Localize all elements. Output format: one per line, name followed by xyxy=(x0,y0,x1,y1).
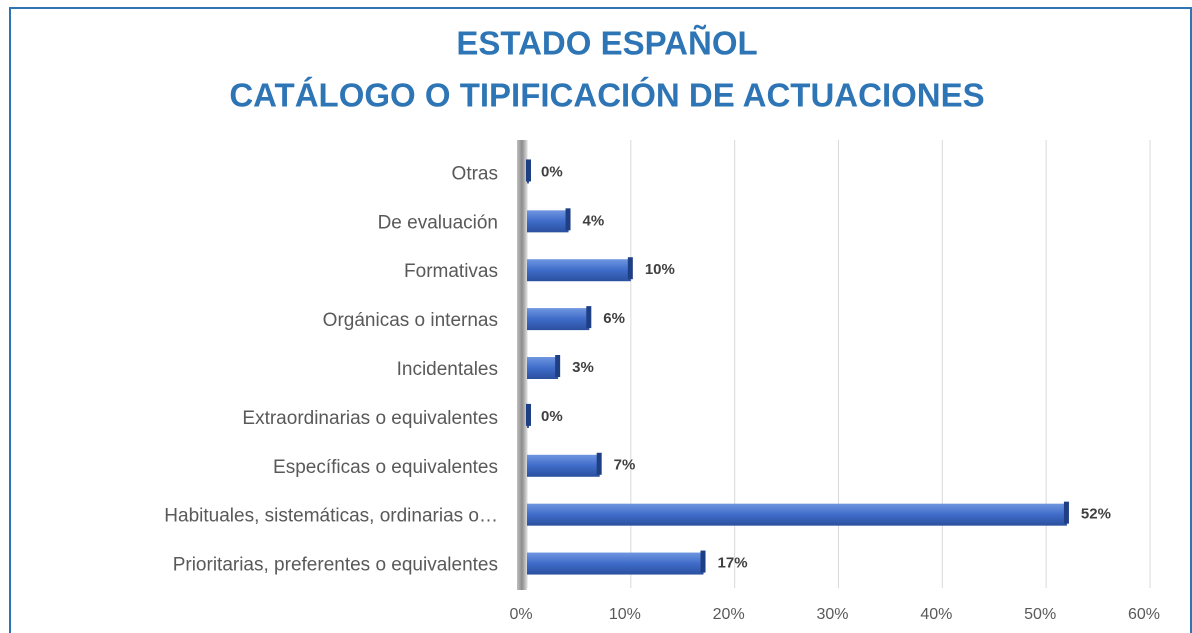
bar-cap xyxy=(526,403,531,426)
data-label: 4% xyxy=(583,212,605,229)
x-tick-label: 30% xyxy=(816,606,848,623)
bar xyxy=(527,357,559,379)
bar xyxy=(527,259,631,282)
bar xyxy=(527,454,600,477)
axis-wall xyxy=(517,140,527,590)
x-tick-label: 10% xyxy=(609,606,641,623)
data-label: 3% xyxy=(572,359,594,376)
x-tick-label: 40% xyxy=(920,606,952,623)
y-tick-label: Habituales, sistemáticas, ordinarias o… xyxy=(164,506,498,527)
y-tick-label: Extraordinarias o equivalentes xyxy=(242,408,498,429)
data-label: 0% xyxy=(541,163,563,180)
x-tick-label: 0% xyxy=(509,606,532,623)
bar-cap xyxy=(526,159,531,182)
data-label: 17% xyxy=(718,555,748,572)
y-tick-label: Formativas xyxy=(404,261,498,282)
bar xyxy=(527,503,1067,526)
chart-title: ESTADO ESPAÑOL xyxy=(456,25,757,62)
data-label: 7% xyxy=(614,457,636,474)
y-tick-label: De evaluación xyxy=(378,212,498,233)
y-tick-label: Específicas o equivalentes xyxy=(273,457,498,478)
chart-subtitle: CATÁLOGO O TIPIFICACIÓN DE ACTUACIONES xyxy=(229,77,984,114)
y-tick-label: Otras xyxy=(452,163,498,184)
data-label: 6% xyxy=(603,310,625,327)
bar-cap xyxy=(596,452,602,475)
y-tick-label: Incidentales xyxy=(397,359,498,380)
y-tick-label: Prioritarias, preferentes o equivalentes xyxy=(173,555,498,576)
bar-cap xyxy=(700,550,706,573)
bar xyxy=(527,210,569,233)
bar-cap xyxy=(627,257,633,280)
data-label: 0% xyxy=(541,408,563,425)
bar-cap xyxy=(565,208,571,231)
data-label: 52% xyxy=(1081,506,1111,523)
x-tick-label: 50% xyxy=(1024,606,1056,623)
bar-cap xyxy=(1063,501,1069,524)
x-tick-label: 20% xyxy=(713,606,745,623)
bar xyxy=(527,308,590,331)
y-tick-label: Orgánicas o internas xyxy=(323,310,498,331)
x-tick-label: 60% xyxy=(1128,606,1160,623)
data-label: 10% xyxy=(645,261,675,278)
frame xyxy=(9,7,1192,633)
bar xyxy=(527,552,704,575)
bar-cap xyxy=(555,355,561,377)
bar-cap xyxy=(586,306,592,329)
